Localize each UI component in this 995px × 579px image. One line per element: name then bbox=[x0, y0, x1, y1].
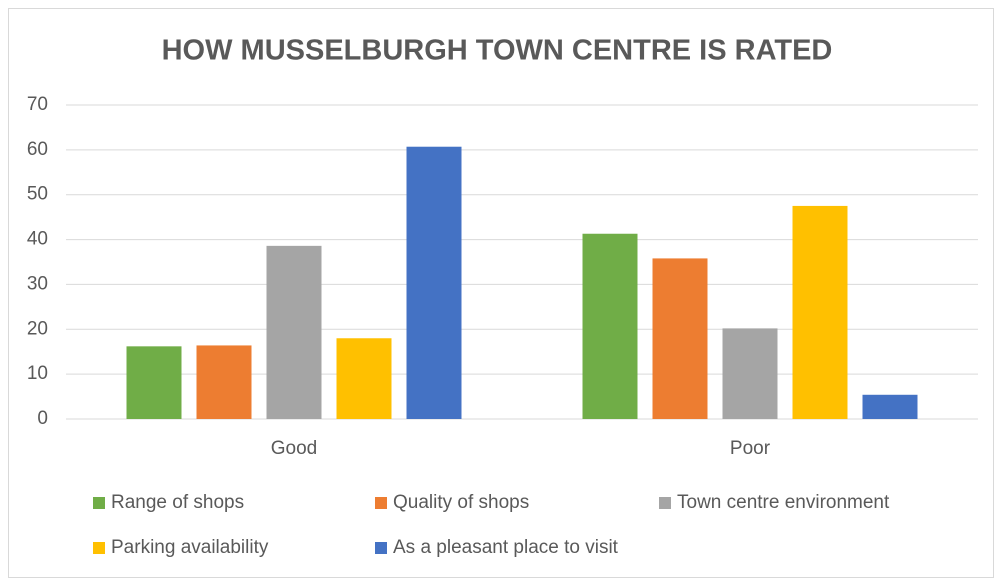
x-tick-label: Good bbox=[271, 438, 317, 459]
y-tick-label: 20 bbox=[27, 318, 48, 339]
bar bbox=[126, 346, 182, 419]
y-tick-label: 60 bbox=[27, 139, 48, 160]
legend-label: Quality of shops bbox=[393, 492, 529, 513]
legend-label: Town centre environment bbox=[677, 492, 890, 513]
bar bbox=[582, 233, 638, 419]
bar bbox=[336, 338, 392, 419]
bar bbox=[792, 205, 848, 419]
y-tick-label: 70 bbox=[27, 94, 48, 115]
y-tick-label: 10 bbox=[27, 363, 48, 384]
y-tick-label: 0 bbox=[37, 408, 48, 429]
legend-label: Parking availability bbox=[111, 537, 269, 558]
y-tick-label: 40 bbox=[27, 229, 48, 250]
chart-title: HOW MUSSELBURGH TOWN CENTRE IS RATED bbox=[162, 35, 833, 67]
y-tick-label: 50 bbox=[27, 184, 48, 205]
y-tick-label: 30 bbox=[27, 273, 48, 294]
bar bbox=[652, 258, 708, 419]
legend-swatch bbox=[375, 497, 387, 509]
bar bbox=[196, 345, 252, 419]
legend-swatch bbox=[93, 542, 105, 554]
legend-swatch bbox=[375, 542, 387, 554]
bar bbox=[406, 146, 462, 419]
legend-swatch bbox=[93, 497, 105, 509]
legend-label: As a pleasant place to visit bbox=[393, 537, 619, 558]
bar bbox=[266, 245, 322, 419]
bar bbox=[722, 328, 778, 419]
bar bbox=[862, 394, 918, 419]
x-tick-label: Poor bbox=[730, 438, 771, 459]
legend-swatch bbox=[659, 497, 671, 509]
legend-label: Range of shops bbox=[111, 492, 244, 513]
